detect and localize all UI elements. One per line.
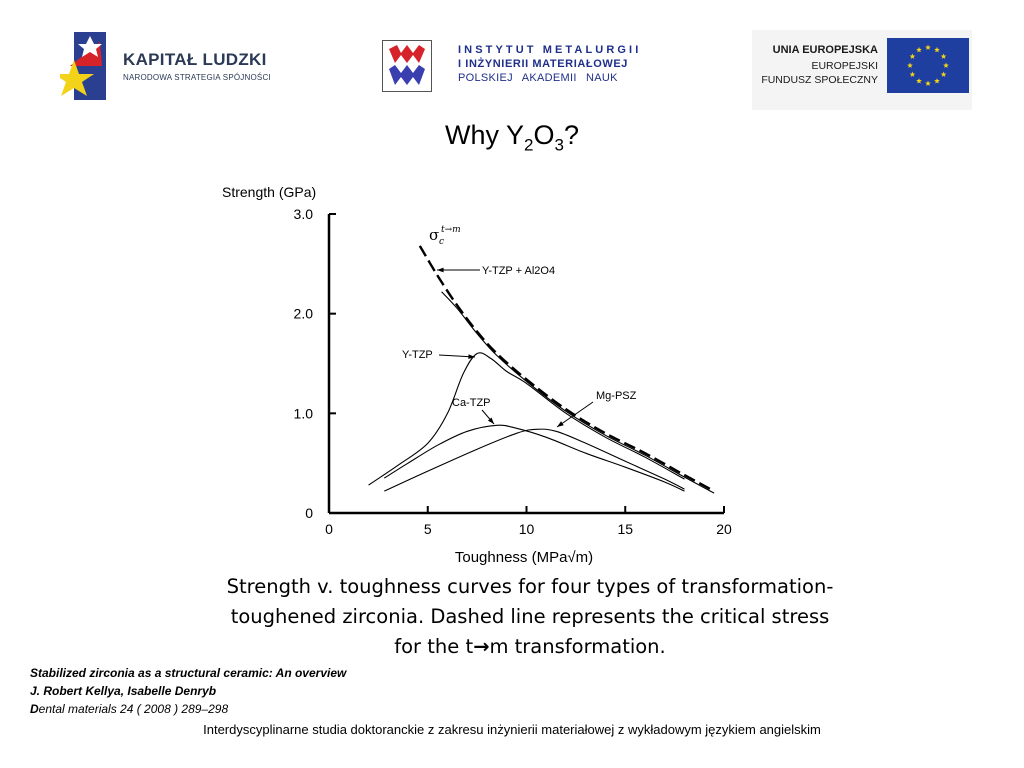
citation-title: Stabilized zirconia as a structural cera…: [30, 666, 347, 680]
arrowhead-icon: [468, 354, 475, 360]
critical-stress-subscript: c: [439, 237, 444, 247]
x-axis-label: Toughness (MPa√m): [455, 549, 593, 566]
eu-star-icon: [925, 80, 931, 86]
chart-curves: [368, 245, 715, 494]
eu-logo: UNIA EUROPEJSKA EUROPEJSKI FUNDUSZ SPOŁE…: [752, 30, 972, 110]
institute-logo: INSTYTUT METALURGII I INŻYNIERII MATERIA…: [380, 38, 680, 98]
citation-journal: Dental materials 24 ( 2008 ) 289–298: [30, 702, 229, 716]
x-tick-label: 5: [424, 521, 432, 537]
institute-line-3: POLSKIEJ AKADEMII NAUK: [458, 72, 618, 84]
eu-star-icon: [916, 46, 922, 53]
kapital-ludzki-logo: KAPITAŁ LUDZKI NARODOWA STRATEGIA SPÓJNO…: [54, 30, 300, 106]
eu-star-icon: [934, 46, 940, 53]
kapital-ludzki-star-icon: [54, 32, 106, 100]
eu-star-icon: [907, 62, 913, 68]
kapital-ludzki-name: KAPITAŁ LUDZKI: [123, 50, 267, 69]
eu-star-icon: [940, 71, 947, 77]
arrowhead-icon: [487, 417, 494, 424]
page-title: Why Y2O3?: [444, 120, 579, 155]
arrow-right-icon: →: [473, 635, 490, 658]
institute-emblem-icon: [382, 40, 432, 92]
critical-stress-label: σ: [429, 226, 439, 244]
eu-star-icon: [943, 62, 949, 68]
caption-line-2: toughened zirconia. Dashed line represen…: [230, 605, 830, 628]
eu-line-2: EUROPEJSKI: [811, 60, 878, 72]
eu-star-icon: [909, 53, 916, 59]
chart-axes: 0 5 10 15 20 0 1.0 2.0 3.0: [294, 206, 732, 537]
label-ca-tzp: Ca-TZP: [452, 397, 491, 409]
institute-line-1: INSTYTUT METALURGII: [458, 44, 642, 56]
eu-star-icon: [916, 78, 922, 84]
x-tick-label: 10: [519, 521, 535, 537]
critical-stress-superscript: t→m: [441, 225, 461, 235]
citation-authors: J. Robert Kellya, Isabelle Denryb: [30, 684, 217, 698]
y-tick-label: 1.0: [294, 405, 314, 421]
eu-star-icon: [940, 53, 947, 59]
citation: Stabilized zirconia as a structural cera…: [30, 664, 346, 718]
x-tick-label: 15: [617, 521, 633, 537]
strength-toughness-chart: Strength (GPa) Toughness (MPa√m) 0 5 10 15 2…: [222, 184, 732, 566]
label-y-tzp-al2o4: Y-TZP + Al2O4: [482, 265, 555, 277]
footer-text: Interdyscyplinarne studia doktoranckie z…: [203, 722, 821, 737]
series-curve-y-tzp: [368, 352, 685, 486]
eu-line-3: FUNDUSZ SPOŁECZNY: [761, 74, 878, 86]
y-tick-label: 3.0: [294, 206, 314, 222]
y-axis-label: Strength (GPa): [222, 184, 316, 200]
label-y-tzp: Y-TZP: [402, 349, 433, 361]
header-logos: KAPITAŁ LUDZKI NARODOWA STRATEGIA SPÓJNO…: [0, 0, 1024, 112]
x-tick-label: 20: [716, 521, 732, 537]
y-tick-label: 2.0: [294, 306, 314, 322]
leader-mg-psz: [556, 401, 594, 428]
series-curve-mg-psz: [384, 428, 685, 492]
eu-flag-icon: [887, 38, 969, 93]
kapital-ludzki-subtitle: NARODOWA STRATEGIA SPÓJNOŚCI: [123, 73, 271, 82]
critical-stress-dashed-curve: [418, 245, 715, 493]
institute-line-2: I INŻYNIERII MATERIAŁOWEJ: [458, 58, 629, 70]
caption-line-3: for the t→m transformation.: [394, 635, 666, 658]
series-curve-y-tzp-al2o4: [441, 291, 715, 494]
eu-star-icon: [909, 71, 916, 77]
arrowhead-icon: [437, 267, 444, 273]
label-mg-psz: Mg-PSZ: [596, 390, 637, 402]
figure-caption: Strength v. toughness curves for four ty…: [180, 572, 880, 662]
series-curve-ca-tzp: [384, 424, 685, 492]
y-tick-label: 0: [305, 505, 313, 521]
caption-line-1: Strength v. toughness curves for four ty…: [226, 575, 834, 598]
eu-line-1: UNIA EUROPEJSKA: [772, 44, 878, 56]
chart-annotations: σ c t→m Y-TZP + Al2O4 Y-TZP Ca-TZP Mg-PSZ: [402, 225, 637, 428]
eu-star-icon: [925, 44, 931, 50]
eu-star-icon: [934, 78, 940, 84]
arrowhead-icon: [557, 421, 564, 427]
x-tick-label: 0: [325, 521, 333, 537]
